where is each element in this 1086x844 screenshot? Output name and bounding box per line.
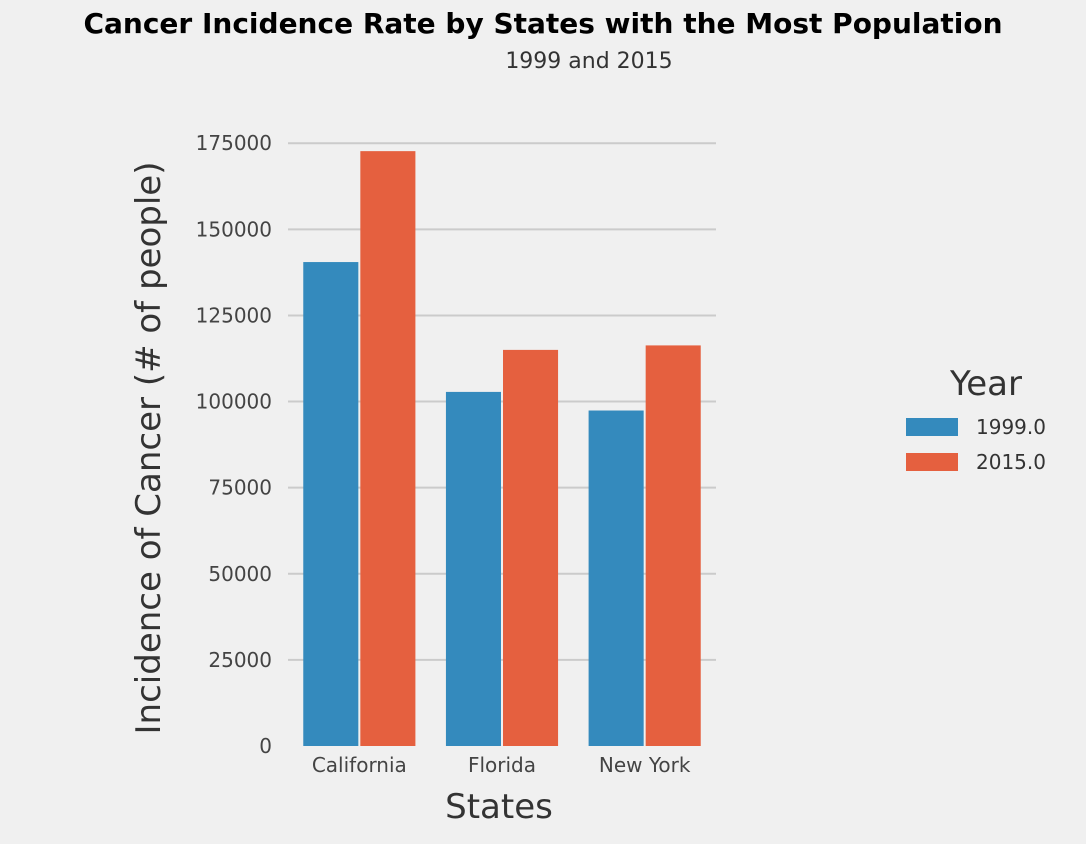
y-tick-label: 50000 xyxy=(208,562,272,586)
x-tick-label: New York xyxy=(599,753,691,777)
x-tick-label: California xyxy=(312,753,407,777)
y-tick-label: 125000 xyxy=(196,303,272,327)
legend-title: Year xyxy=(949,364,1022,404)
y-tick-label: 25000 xyxy=(208,648,272,672)
y-tick-label: 75000 xyxy=(208,476,272,500)
chart-subtitle: 1999 and 2015 xyxy=(505,49,672,74)
y-tick-label: 100000 xyxy=(196,390,272,414)
legend-swatch-1999 xyxy=(906,418,958,436)
legend: Year 1999.0 2015.0 xyxy=(906,364,1046,474)
bar-california-2015 xyxy=(360,151,416,747)
legend-swatch-2015 xyxy=(906,453,958,471)
x-axis-ticks: California Florida New York xyxy=(312,753,691,777)
legend-entry-2015: 2015.0 xyxy=(976,450,1046,474)
legend-entry-1999: 1999.0 xyxy=(976,415,1046,439)
bar-california-1999 xyxy=(303,262,359,746)
y-axis-ticks: 0 25000 50000 75000 100000 125000 150000 175000 xyxy=(196,131,272,758)
y-tick-label: 0 xyxy=(259,734,272,758)
x-tick-label: Florida xyxy=(468,753,536,777)
bar-new-york-2015 xyxy=(645,345,701,746)
gridlines xyxy=(288,142,716,661)
bar-new-york-1999 xyxy=(588,410,644,746)
chart-title: Cancer Incidence Rate by States with the… xyxy=(83,7,1002,40)
y-axis-label: Incidence of Cancer (# of people) xyxy=(129,162,169,735)
y-tick-label: 175000 xyxy=(196,131,272,155)
bar-florida-1999 xyxy=(445,391,501,746)
bars xyxy=(303,151,701,747)
x-axis-label: States xyxy=(445,787,553,827)
bar-florida-2015 xyxy=(503,349,559,746)
y-tick-label: 150000 xyxy=(196,217,272,241)
